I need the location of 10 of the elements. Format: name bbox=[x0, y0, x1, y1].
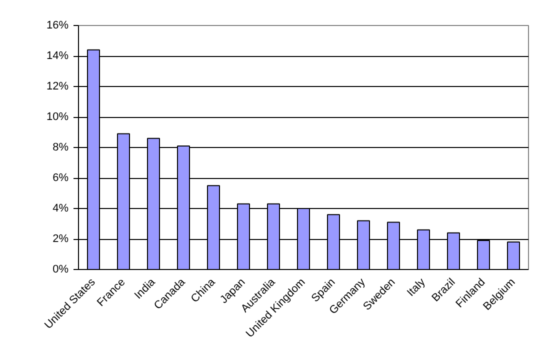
y-tick-label: 14% bbox=[46, 50, 69, 62]
y-tick-label: 12% bbox=[46, 80, 69, 92]
x-tick-label: Italy bbox=[404, 276, 428, 300]
y-tick-label: 6% bbox=[52, 172, 69, 184]
y-tick-label: 16% bbox=[46, 20, 69, 32]
y-tick-label: 10% bbox=[46, 111, 69, 123]
y-tick-label: 0% bbox=[52, 264, 69, 276]
y-tick-label: 4% bbox=[52, 202, 69, 214]
y-tick-label: 8% bbox=[52, 142, 69, 154]
y-tick-label: 2% bbox=[52, 233, 69, 245]
